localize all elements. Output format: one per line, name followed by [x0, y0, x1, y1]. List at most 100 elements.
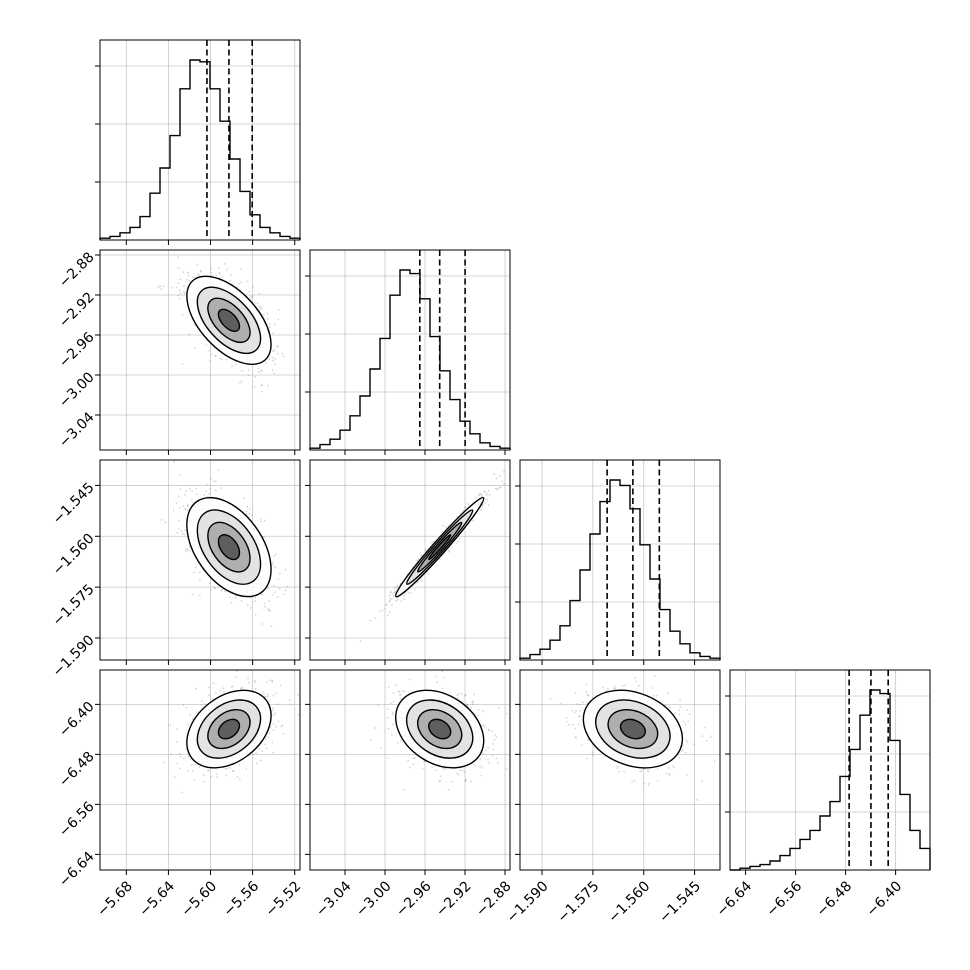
scatter-point — [439, 775, 442, 777]
scatter-point — [269, 726, 272, 728]
scatter-point — [247, 369, 250, 372]
scatter-point — [235, 595, 237, 597]
scatter-point — [205, 490, 207, 493]
scatter-point — [263, 519, 266, 522]
contour-line — [186, 496, 272, 598]
scatter-point — [246, 280, 249, 283]
scatter-point — [191, 490, 194, 492]
scatter-point — [275, 553, 277, 555]
scatter-point — [189, 487, 191, 490]
scatter-point — [591, 751, 594, 754]
scatter-point — [647, 784, 650, 787]
scatter-point — [297, 694, 300, 696]
scatter-point — [393, 591, 396, 594]
scatter-point — [199, 269, 202, 272]
scatter-point — [254, 375, 257, 378]
contour-line — [196, 699, 262, 759]
scatter-point — [493, 739, 496, 741]
scatter-point — [262, 313, 265, 316]
scatter-point — [389, 702, 392, 705]
scatter-point — [188, 280, 191, 282]
scatter-point — [496, 488, 498, 491]
scatter-point — [277, 578, 280, 581]
scatter-point — [441, 670, 444, 673]
density-panel-1-2 — [95, 249, 301, 455]
scatter-point — [203, 774, 205, 777]
scatter-point — [678, 756, 681, 758]
scatter-point — [219, 273, 222, 275]
scatter-point — [260, 370, 263, 372]
scatter-point — [199, 579, 201, 582]
scatter-point — [179, 767, 182, 770]
scatter-point — [477, 709, 480, 711]
scatter-point — [220, 358, 223, 361]
scatter-point — [398, 691, 401, 693]
contour-line — [416, 521, 463, 573]
scatter-point — [574, 692, 577, 694]
scatter-point — [289, 703, 292, 706]
scatter-point — [403, 598, 405, 601]
scatter-point — [230, 274, 233, 277]
scatter-point — [194, 764, 197, 766]
scatter-point — [266, 667, 268, 669]
scatter-point — [487, 758, 489, 761]
scatter-point — [668, 772, 671, 775]
panel-frame — [99, 249, 301, 451]
scatter-point — [713, 760, 716, 763]
scatter-point — [268, 358, 271, 360]
scatter-point — [179, 755, 182, 758]
scatter-point — [193, 778, 196, 781]
scatter-point — [241, 686, 244, 689]
scatter-point — [417, 581, 420, 583]
scatter-point — [215, 274, 218, 277]
scatter-point — [178, 528, 180, 530]
contour-line — [217, 718, 241, 740]
contour-line — [416, 708, 463, 750]
scatter-point — [396, 598, 399, 601]
scatter-point — [684, 723, 687, 726]
scatter-point — [261, 691, 264, 693]
scatter-point — [224, 767, 227, 770]
scatter-point — [431, 541, 433, 544]
scatter-point — [464, 780, 467, 782]
scatter-point — [269, 700, 271, 702]
scatter-point — [270, 625, 273, 628]
scatter-point — [487, 489, 490, 492]
histogram-panel-4 — [725, 669, 931, 875]
histogram-step-line — [730, 689, 931, 871]
scatter-point — [238, 764, 241, 766]
scatter-point — [245, 768, 248, 771]
scatter-point — [250, 297, 252, 299]
scatter-point — [214, 480, 217, 483]
scatter-point — [173, 460, 176, 463]
scatter-point — [273, 372, 275, 375]
scatter-point — [197, 273, 200, 275]
scatter-point — [443, 768, 445, 771]
scatter-point — [239, 778, 241, 781]
scatter-point — [505, 712, 508, 715]
scatter-point — [438, 558, 441, 561]
scatter-point — [268, 609, 270, 612]
contour-line — [186, 275, 272, 365]
scatter-point — [447, 549, 450, 552]
scatter-point — [394, 591, 397, 593]
contour-line — [207, 708, 251, 750]
scatter-point — [379, 747, 382, 750]
scatter-point — [603, 755, 606, 758]
scatter-point — [400, 694, 403, 696]
scatter-point — [492, 748, 495, 751]
scatter-point — [265, 747, 268, 750]
scatter-point — [217, 469, 220, 471]
scatter-point — [186, 505, 189, 507]
scatter-point — [163, 761, 165, 764]
scatter-point — [234, 596, 237, 599]
scatter-point — [229, 596, 231, 599]
scatter-point — [206, 484, 209, 486]
scatter-point — [218, 690, 221, 692]
scatter-point — [479, 493, 482, 495]
scatter-point — [222, 687, 225, 689]
scatter-point — [248, 290, 251, 293]
scatter-point — [382, 609, 384, 612]
scatter-point — [277, 344, 279, 347]
